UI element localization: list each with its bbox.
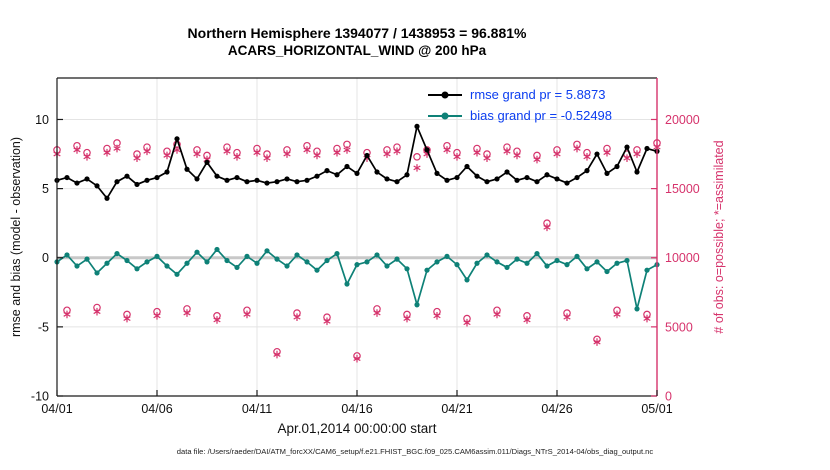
- left-tick-label: 10: [35, 113, 49, 127]
- rmse-dot-marker: [441, 91, 449, 98]
- x-tick-label: 04/01: [41, 402, 72, 416]
- x-tick-label: 04/21: [441, 402, 472, 416]
- x-tick-label: 04/26: [541, 402, 572, 416]
- right-tick-label: 15000: [665, 182, 700, 196]
- title-line-2: ACARS_HORIZONTAL_WIND @ 200 hPa: [227, 43, 487, 58]
- right-tick-label: 20000: [665, 113, 700, 127]
- right-tick-label: 10000: [665, 251, 700, 265]
- rmse-line-swatch: [428, 91, 462, 98]
- left-tick-label: 5: [42, 182, 49, 196]
- x-tick-label: 04/06: [141, 402, 172, 416]
- x-tick-label: 05/01: [641, 402, 672, 416]
- figure-title: Northern Hemisphere 1394077 / 1438953 = …: [57, 24, 657, 60]
- tick-labels: -10 -5 0 5 10 0 5000 10000 15000 20000 04/01 04/06 0…: [31, 113, 700, 416]
- title-line-1: Northern Hemisphere 1394077 / 1438953 = …: [187, 25, 527, 41]
- left-tick-label: -10: [31, 390, 49, 404]
- x-tick-label: 04/11: [242, 402, 272, 416]
- assimilated-obs-markers: [53, 143, 661, 363]
- x-axis-label: Apr.01,2014 00:00:00 start: [277, 421, 437, 436]
- left-tick-label: -5: [38, 320, 49, 334]
- left-axis-label: rmse and bias (model - observation): [9, 136, 23, 338]
- legend-item-rmse: rmse grand pr = 5.8873: [428, 84, 612, 105]
- legend-label-bias: bias grand pr = -0.52498: [470, 108, 613, 123]
- right-tick-label: 0: [665, 390, 672, 404]
- rmse-series: [54, 123, 660, 201]
- legend-item-bias: bias grand pr = -0.52498: [428, 105, 612, 126]
- legend-label-rmse: rmse grand pr = 5.8873: [470, 87, 606, 102]
- bias-series: [54, 246, 660, 312]
- legend: rmse grand pr = 5.8873 bias grand pr = -…: [428, 84, 612, 126]
- bias-line-swatch: [428, 112, 462, 119]
- left-tick-label: 0: [42, 251, 49, 265]
- data-file-caption: data file: /Users/raeder/DAI/ATM_forcXX/…: [176, 447, 654, 456]
- bias-dot-marker: [441, 112, 449, 119]
- x-tick-label: 04/16: [341, 402, 372, 416]
- right-axis-label: # of obs: o=possible; *=assimilated: [712, 140, 726, 334]
- right-tick-label: 5000: [665, 320, 693, 334]
